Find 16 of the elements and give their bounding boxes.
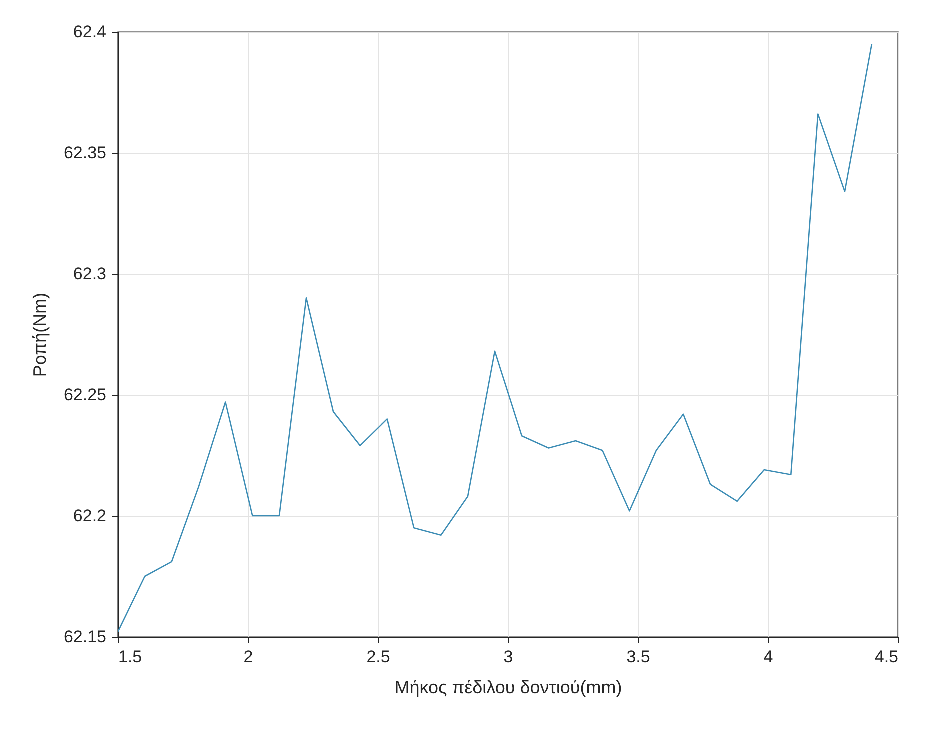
x-tick-label: 2.5: [366, 648, 390, 666]
x-tick-label: 4: [764, 648, 774, 666]
y-axis-title: Ροπή(Nm): [30, 292, 50, 378]
x-tick-label: 2: [244, 648, 254, 666]
y-tick-label: 62.35: [64, 144, 106, 162]
x-tick-label: 4.5: [874, 648, 898, 666]
y-tick-label: 62.25: [64, 386, 106, 404]
line-series: [118, 43, 873, 633]
y-tick-label: 62.3: [73, 264, 106, 284]
y-tick-label: 62.4: [73, 22, 106, 42]
x-tick-label: 3: [504, 648, 514, 666]
x-axis-title: Μήκος πέδιλου δοντιού(mm): [394, 678, 622, 698]
y-tick-label: 62.15: [64, 628, 106, 646]
x-tick-label: 3.5: [626, 648, 650, 666]
x-tick-label: 1.5: [118, 648, 142, 666]
y-tick-label: 62.2: [73, 506, 106, 526]
